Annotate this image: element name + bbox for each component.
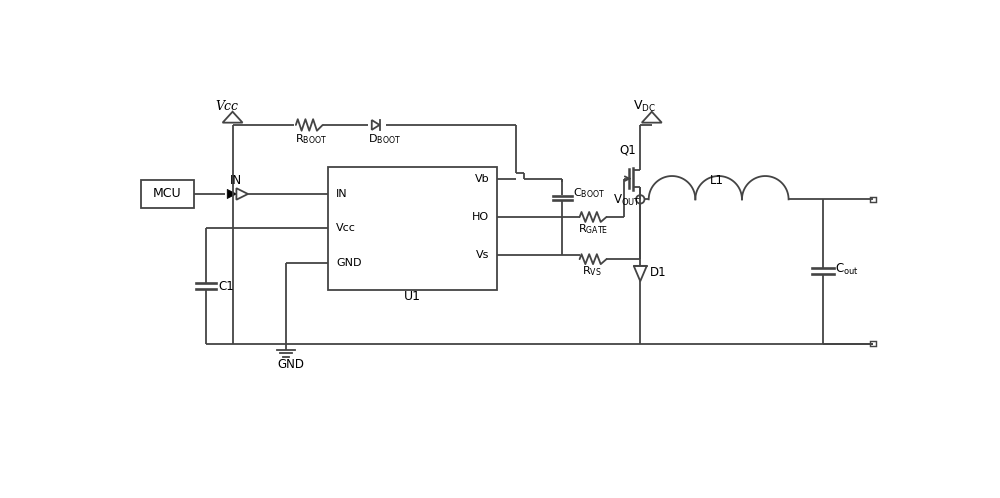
Text: V$_{\rm OUT}$: V$_{\rm OUT}$: [613, 193, 641, 209]
Text: IN: IN: [230, 174, 242, 187]
Text: HO: HO: [472, 212, 489, 222]
Text: R$_{\rm VS}$: R$_{\rm VS}$: [582, 264, 601, 278]
Polygon shape: [227, 189, 236, 199]
Text: U1: U1: [404, 290, 421, 303]
Text: D1: D1: [649, 266, 666, 279]
Text: L1: L1: [710, 174, 724, 187]
Text: R$_{\rm BOOT}$: R$_{\rm BOOT}$: [295, 132, 328, 145]
Bar: [870, 341, 876, 346]
Text: Q1: Q1: [619, 144, 636, 157]
Text: Vb: Vb: [475, 174, 489, 184]
Text: C$_{\rm out}$: C$_{\rm out}$: [835, 262, 859, 277]
Bar: [328, 167, 497, 290]
Text: Vcc: Vcc: [336, 224, 356, 234]
Text: V$_{\rm DC}$: V$_{\rm DC}$: [633, 99, 656, 114]
Text: GND: GND: [336, 258, 362, 268]
Bar: [870, 197, 876, 202]
Text: C$_{\rm BOOT}$: C$_{\rm BOOT}$: [573, 186, 605, 200]
Text: GND: GND: [277, 358, 304, 371]
Text: Vs: Vs: [476, 250, 489, 260]
Text: MCU: MCU: [153, 187, 182, 201]
Bar: [141, 180, 194, 208]
Text: C1: C1: [218, 279, 234, 292]
Text: Vcc: Vcc: [216, 100, 239, 113]
Text: D$_{\rm BOOT}$: D$_{\rm BOOT}$: [368, 132, 401, 145]
Text: R$_{\rm GATE}$: R$_{\rm GATE}$: [578, 222, 608, 236]
Text: IN: IN: [336, 189, 348, 199]
